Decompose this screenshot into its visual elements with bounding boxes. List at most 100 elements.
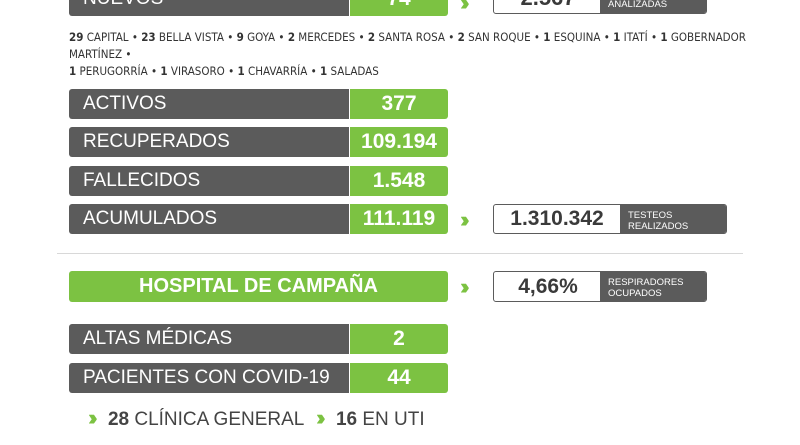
town-item: 1 CHAVARRÍA bbox=[238, 64, 308, 78]
town-item: 2 SAN ROQUE bbox=[458, 30, 531, 44]
analizadas-value: 2.567 bbox=[494, 0, 602, 13]
fallecidos-value: 1.548 bbox=[350, 166, 448, 196]
town-item: 29 CAPITAL bbox=[69, 30, 129, 44]
town-item: 1 GOBERNADOR MARTÍNEZ bbox=[69, 30, 746, 61]
town-item: 2 SANTA ROSA bbox=[368, 30, 445, 44]
bullet-separator: • bbox=[307, 64, 320, 78]
chevron-double-icon: ›› bbox=[460, 0, 469, 15]
town-item: 9 GOYA bbox=[237, 30, 276, 44]
town-name: BELLA VISTA bbox=[155, 30, 224, 44]
town-count: 1 bbox=[660, 30, 668, 44]
hospital-title: HOSPITAL DE CAMPAÑA bbox=[139, 275, 378, 297]
bullet-separator: • bbox=[600, 30, 614, 44]
fallecidos-label-text: FALLECIDOS bbox=[83, 170, 201, 191]
testeos-label-2: REALIZADOS bbox=[628, 221, 689, 232]
town-name: CHAVARRÍA bbox=[244, 64, 308, 78]
town-item: 23 BELLA VISTA bbox=[141, 30, 224, 44]
town-name: ESQUINA bbox=[550, 30, 601, 44]
town-name: ITATÍ bbox=[620, 30, 648, 44]
activos-label: ACTIVOS bbox=[69, 89, 349, 119]
bullet-separator: • bbox=[223, 30, 237, 44]
town-name: SAN ROQUE bbox=[464, 30, 531, 44]
town-count: 1 bbox=[237, 64, 245, 78]
bullet-separator: • bbox=[355, 30, 368, 44]
altas-value-text: 2 bbox=[393, 327, 405, 350]
bullet-separator: • bbox=[147, 64, 161, 78]
testeos-value: 1.310.342 bbox=[510, 207, 604, 230]
pacientes-label-text: PACIENTES CON COVID-19 bbox=[83, 367, 330, 388]
activos-value-text: 377 bbox=[381, 92, 417, 115]
towns-breakdown: 29 CAPITAL • 23 BELLA VISTA • 9 GOYA • 2… bbox=[69, 29, 749, 80]
nuevos-label: NUEVOS bbox=[69, 0, 349, 16]
acumulados-value: 111.119 bbox=[350, 204, 448, 234]
activos-value: 377 bbox=[350, 89, 448, 119]
town-item: 1 VIRASORO bbox=[160, 64, 224, 78]
analizadas-box: 2.567 ANALIZADAS bbox=[493, 0, 707, 14]
acumulados-value-text: 111.119 bbox=[362, 207, 436, 230]
recuperados-label: RECUPERADOS bbox=[69, 127, 349, 157]
clinica-breakdown: ›› 28 CLÍNICA GENERAL bbox=[88, 407, 304, 432]
testeos-label-1: TESTEOS bbox=[628, 210, 673, 221]
bullet-separator: • bbox=[122, 47, 132, 61]
town-item: 1 SALADAS bbox=[320, 64, 379, 78]
respiradores-box: 4,66% RESPIRADORES OCUPADOS bbox=[493, 271, 707, 302]
chevron-double-icon: ›› bbox=[88, 405, 97, 430]
clinica-num: 28 bbox=[107, 409, 130, 430]
town-count: 9 bbox=[236, 30, 244, 44]
bullet-separator: • bbox=[128, 30, 142, 44]
nuevos-label-text: NUEVOS bbox=[83, 0, 163, 9]
bullet-separator: • bbox=[224, 64, 238, 78]
pacientes-value-text: 44 bbox=[387, 366, 411, 389]
town-count: 2 bbox=[457, 30, 465, 44]
town-item: 1 PERUGORRÍA bbox=[69, 64, 148, 78]
activos-label-text: ACTIVOS bbox=[83, 93, 167, 114]
chevron-double-icon: ›› bbox=[460, 207, 469, 232]
bullet-separator: • bbox=[275, 30, 288, 44]
analizadas-tag: ANALIZADAS bbox=[600, 0, 706, 13]
pacientes-value: 44 bbox=[350, 363, 448, 393]
uti-breakdown: ›› 16 EN UTI bbox=[316, 407, 425, 432]
town-name: MERCEDES bbox=[295, 30, 356, 44]
altas-label-text: ALTAS MÉDICAS bbox=[83, 328, 233, 349]
town-count: 1 bbox=[543, 30, 551, 44]
town-item: 2 MERCEDES bbox=[288, 30, 355, 44]
uti-label: EN UTI bbox=[362, 409, 425, 430]
clinica-label: CLÍNICA GENERAL bbox=[134, 409, 305, 430]
town-item: 1 ESQUINA bbox=[543, 30, 600, 44]
town-count: 1 bbox=[160, 64, 168, 78]
nuevos-value-text: 74 bbox=[387, 0, 410, 10]
respiradores-tag: RESPIRADORES OCUPADOS bbox=[600, 272, 706, 301]
altas-label: ALTAS MÉDICAS bbox=[69, 324, 349, 354]
town-name: PERUGORRÍA bbox=[76, 64, 148, 78]
chevron-double-icon: ›› bbox=[316, 405, 325, 430]
analizadas-label: ANALIZADAS bbox=[608, 0, 668, 10]
town-count: 29 bbox=[69, 30, 84, 44]
testeos-box: 1.310.342 TESTEOS REALIZADOS bbox=[493, 204, 727, 234]
town-name: GOBERNADOR MARTÍNEZ bbox=[69, 30, 746, 61]
pacientes-label: PACIENTES CON COVID-19 bbox=[69, 363, 349, 393]
town-count: 23 bbox=[141, 30, 156, 44]
fallecidos-label: FALLECIDOS bbox=[69, 166, 349, 196]
uti-num: 16 bbox=[335, 409, 358, 430]
towns-line-2: 1 PERUGORRÍA • 1 VIRASORO • 1 CHAVARRÍA … bbox=[69, 63, 749, 80]
town-name: CAPITAL bbox=[83, 30, 129, 44]
altas-value: 2 bbox=[350, 324, 448, 354]
town-count: 1 bbox=[69, 64, 77, 78]
town-count: 1 bbox=[613, 30, 621, 44]
section-divider bbox=[57, 253, 743, 254]
acumulados-label: ACUMULADOS bbox=[69, 204, 349, 234]
town-item: 1 ITATÍ bbox=[613, 30, 648, 44]
town-count: 1 bbox=[319, 64, 328, 78]
bullet-separator: • bbox=[530, 30, 544, 44]
town-name: GOYA bbox=[243, 30, 276, 44]
recuperados-value: 109.194 bbox=[350, 127, 448, 157]
towns-line-1: 29 CAPITAL • 23 BELLA VISTA • 9 GOYA • 2… bbox=[69, 29, 749, 63]
town-name: VIRASORO bbox=[167, 64, 225, 78]
recuperados-value-text: 109.194 bbox=[361, 130, 437, 153]
recuperados-label-text: RECUPERADOS bbox=[83, 131, 230, 152]
town-count: 2 bbox=[287, 30, 296, 44]
town-name: SANTA ROSA bbox=[375, 30, 445, 44]
hospital-title-bar: HOSPITAL DE CAMPAÑA bbox=[69, 271, 448, 302]
respiradores-value: 4,66% bbox=[518, 275, 578, 298]
respiradores-label-2: OCUPADOS bbox=[608, 288, 662, 299]
